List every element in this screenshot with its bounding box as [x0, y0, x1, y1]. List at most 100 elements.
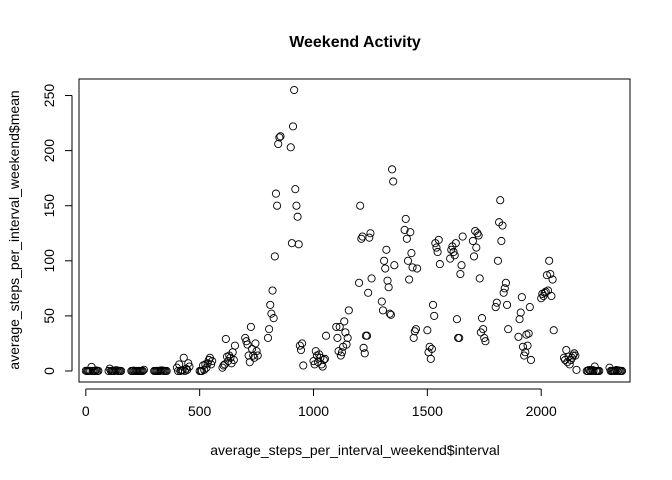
data-point [450, 251, 459, 260]
data-point [265, 325, 274, 334]
data-point [517, 293, 526, 302]
data-point [409, 333, 418, 342]
x-tick-label: 0 [82, 403, 90, 419]
data-point [515, 315, 524, 324]
data-point [413, 264, 422, 273]
data-point [469, 252, 479, 261]
data-point [542, 271, 551, 280]
data-point [384, 283, 393, 292]
data-point [385, 309, 394, 318]
data-point [360, 349, 369, 358]
data-point [208, 357, 217, 366]
data-point [468, 236, 477, 246]
y-axis-label: average_steps_per_interval_weekend$mean [6, 90, 22, 369]
data-point [342, 340, 351, 349]
data-point [139, 365, 148, 374]
data-point [162, 366, 171, 376]
data-point [229, 355, 238, 365]
data-point [539, 292, 548, 301]
data-point [333, 333, 342, 342]
data-point [548, 275, 557, 284]
data-point [481, 337, 490, 346]
data-point [242, 337, 251, 346]
data-point [492, 298, 501, 307]
data-point [291, 185, 300, 194]
x-axis-label: average_steps_per_interval_weekend$inter… [210, 442, 500, 458]
data-point [357, 234, 366, 243]
data-point [500, 284, 509, 293]
x-tick-label: 2000 [526, 403, 557, 419]
data-point [617, 366, 627, 376]
data-point [184, 359, 193, 368]
data-point [244, 351, 253, 360]
data-point [524, 329, 533, 338]
data-point [246, 322, 255, 331]
data-point [523, 341, 532, 350]
data-point [117, 366, 126, 376]
data-point [320, 354, 329, 363]
data-point [549, 326, 558, 335]
data-point [545, 256, 554, 265]
data-point [293, 212, 302, 221]
data-point [356, 201, 365, 210]
data-point [473, 229, 482, 238]
data-point [497, 236, 506, 246]
data-point [337, 348, 347, 357]
data-point [334, 347, 343, 356]
data-point [318, 362, 327, 371]
data-point [498, 221, 507, 230]
data-point [343, 333, 352, 342]
data-point [203, 359, 212, 368]
data-point [474, 231, 483, 240]
data-points [81, 85, 627, 376]
data-point [252, 347, 261, 356]
data-point [319, 355, 328, 365]
data-point [403, 256, 413, 265]
data-point [477, 314, 487, 323]
data-point [362, 331, 372, 340]
y-tick-label: 0 [41, 367, 57, 375]
data-point [475, 274, 484, 283]
data-point [472, 243, 481, 252]
data-point [274, 139, 283, 149]
data-point [496, 196, 505, 205]
chart-title: Weekend Activity [289, 34, 421, 51]
data-point [383, 276, 392, 285]
data-point [267, 309, 276, 318]
data-point [432, 243, 441, 252]
data-point [378, 306, 388, 315]
data-point [221, 334, 230, 344]
data-point [589, 366, 598, 376]
data-point [546, 269, 555, 279]
data-point [389, 177, 398, 186]
data-point [271, 189, 280, 198]
data-point [253, 351, 262, 360]
data-point [449, 247, 458, 257]
data-point [406, 228, 415, 237]
y-tick-label: 100 [41, 249, 57, 273]
data-point [572, 365, 581, 374]
data-point [570, 349, 579, 358]
data-point [179, 353, 188, 362]
data-point [430, 311, 439, 320]
x-tick-label: 500 [188, 403, 212, 419]
data-point [367, 274, 376, 283]
data-point [571, 351, 580, 360]
data-point [365, 233, 374, 242]
data-point [499, 288, 508, 297]
data-point [381, 264, 390, 273]
data-point [290, 85, 299, 95]
data-point [295, 341, 304, 350]
data-point [583, 366, 592, 376]
data-point [480, 333, 489, 342]
data-point [355, 278, 364, 287]
data-point [411, 325, 421, 334]
data-point [94, 366, 103, 375]
data-point [458, 232, 467, 241]
data-point [433, 247, 442, 257]
data-point [185, 362, 194, 371]
data-point [434, 235, 443, 244]
data-point [452, 315, 462, 324]
data-point [273, 201, 282, 210]
data-point [269, 314, 278, 323]
